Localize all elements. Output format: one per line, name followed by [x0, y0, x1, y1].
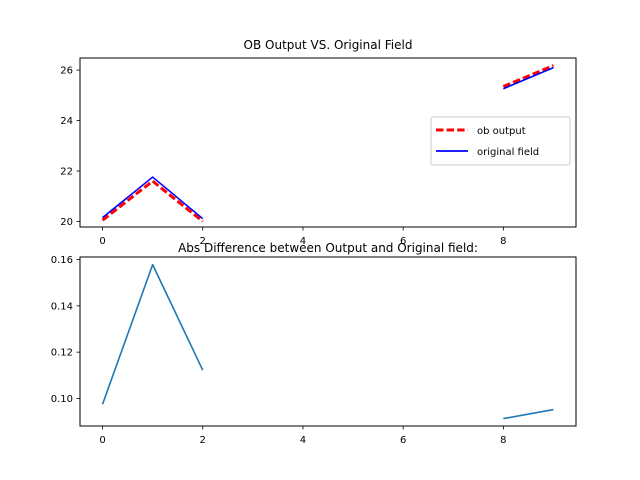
bottom-y-tick-label: 0.12 [51, 348, 73, 359]
bottom-y-tick-label: 0.16 [51, 255, 73, 266]
bottom-y-tick-label: 0.10 [51, 394, 73, 405]
top-y-tick-label: 20 [60, 217, 73, 228]
top-x-tick-label: 2 [200, 236, 206, 247]
bottom-axis-ticks: 0 2 4 6 8 0.10 0.12 0.14 0.16 [51, 255, 507, 446]
bottom-y-tick-label: 0.14 [51, 301, 73, 312]
bottom-plot-lines [101, 263, 554, 420]
legend-box [430, 116, 571, 166]
bottom-x-tick-label: 8 [500, 435, 506, 446]
bottom-x-tick-label: 6 [400, 435, 406, 446]
bottom-series-difference-segment-0 [101, 263, 204, 405]
top-series-ob-output-segment-0 [101, 179, 204, 223]
top-series-original-field-segment-1 [503, 66, 554, 90]
top-series-original-field-segment-0 [102, 176, 204, 220]
top-plot-lines [101, 64, 555, 223]
legend-ob-output-label: ob output [477, 126, 526, 137]
bottom-x-tick-label: 2 [200, 435, 206, 446]
bottom-chart-title: Abs Difference between Output and Origin… [178, 241, 478, 255]
top-y-tick-label: 22 [60, 167, 73, 178]
top-axes-frame [79, 57, 577, 228]
top-legend: ob output original field [430, 116, 571, 166]
top-y-tick-label: 24 [60, 116, 73, 127]
top-x-tick-label: 4 [300, 236, 306, 247]
top-x-tick-label: 0 [99, 236, 105, 247]
top-chart-title: OB Output VS. Original Field [244, 38, 413, 52]
legend-original-field-label: original field [477, 147, 539, 158]
bottom-axes: 0 2 4 6 8 0.10 0.12 0.14 0.16 Abs Difference bet… [51, 241, 577, 446]
top-axes: OB Output VS. Original Field 0 2 4 6 8202224… [60, 38, 577, 247]
bottom-x-tick-label: 4 [300, 435, 306, 446]
top-series-ob-output-segment-1 [502, 64, 555, 88]
top-x-tick-label: 6 [400, 236, 406, 247]
bottom-axes-frame [79, 256, 577, 427]
top-x-tick-label: 8 [500, 236, 506, 247]
top-y-tick-label: 26 [60, 66, 73, 77]
bottom-series-difference-segment-1 [503, 408, 554, 420]
bottom-x-tick-label: 0 [99, 435, 105, 446]
